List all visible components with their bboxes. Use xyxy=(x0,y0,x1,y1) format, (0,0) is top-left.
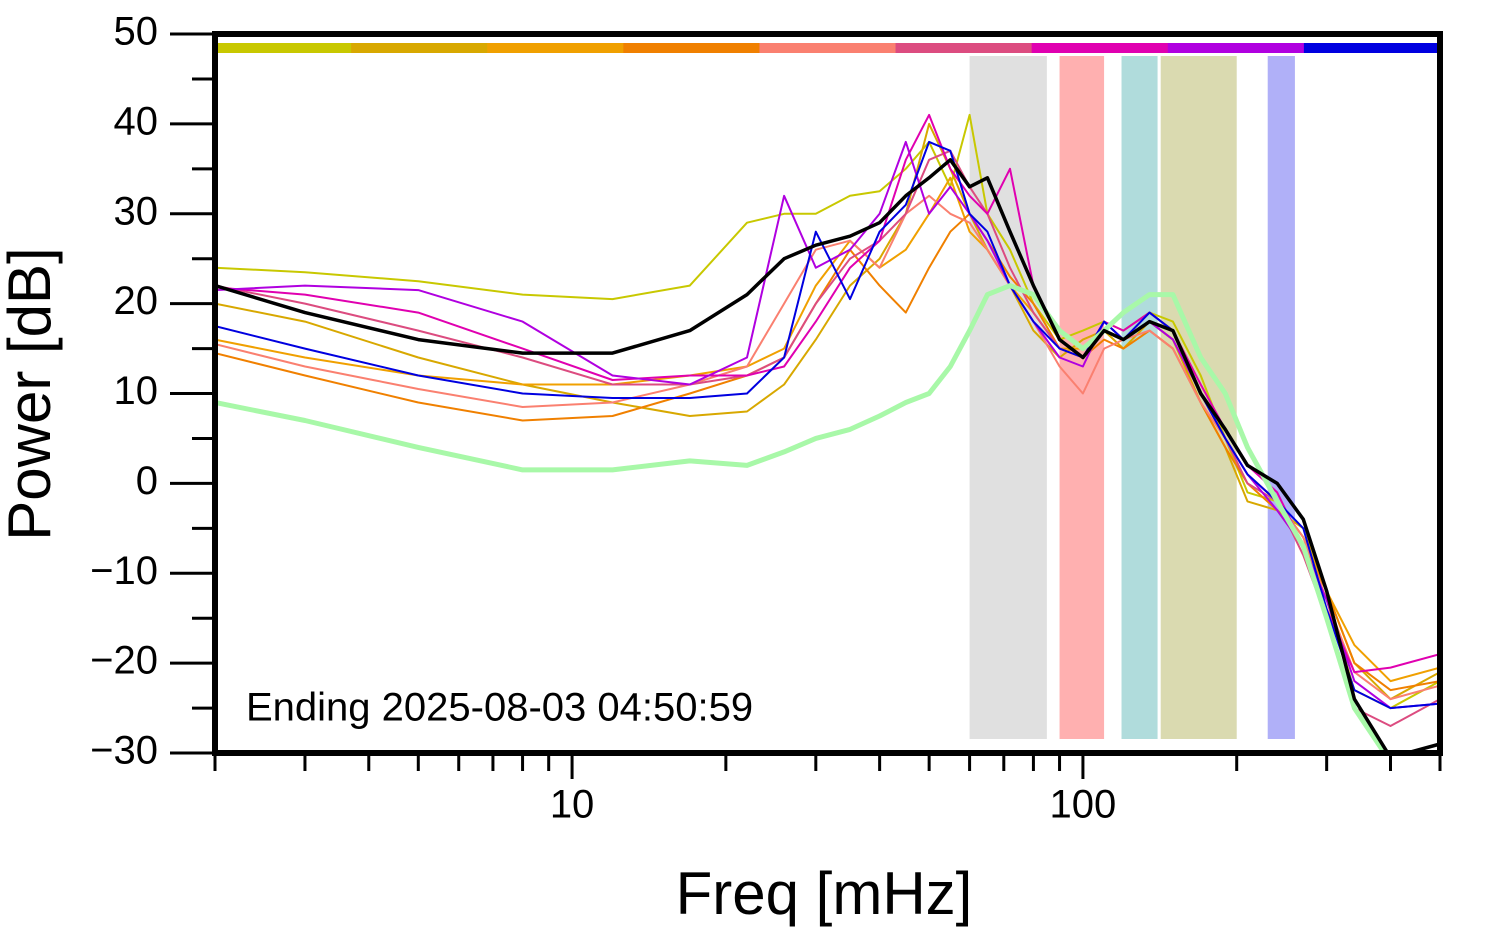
spectrum-line xyxy=(215,122,1440,701)
spectrum-line xyxy=(215,140,1440,710)
color-strip-segment xyxy=(351,43,488,53)
spectrum-line xyxy=(215,140,1440,710)
y-tick-label: 40 xyxy=(114,99,159,143)
color-strip-segment xyxy=(1303,43,1441,53)
color-strip-segment xyxy=(487,43,624,53)
color-strip-segment xyxy=(1167,43,1305,53)
x-tick-label: 10 xyxy=(550,783,595,827)
spectrum-line xyxy=(215,149,1440,727)
frequency-band xyxy=(969,56,1047,739)
frequency-band xyxy=(1059,56,1105,739)
spectrum-line xyxy=(215,113,1440,710)
y-tick-label: 50 xyxy=(114,10,159,54)
annotation: Ending 2025-08-03 04:50:59 xyxy=(246,686,753,730)
color-strip-segment xyxy=(623,43,760,53)
color-strip-segment xyxy=(215,43,352,53)
color-strip-segment xyxy=(895,43,1033,53)
x-axis-label: Freq [mHz] xyxy=(676,860,973,927)
y-tick-label: 0 xyxy=(136,459,158,503)
color-strip-segment xyxy=(759,43,897,53)
spectrum-line xyxy=(215,113,1440,674)
y-tick-label: 10 xyxy=(114,369,159,413)
y-axis-label: Power [dB] xyxy=(0,247,63,540)
plot-frame xyxy=(212,31,1443,756)
spectrum-line xyxy=(215,283,1440,753)
y-tick-label: −20 xyxy=(90,639,158,683)
frequency-band xyxy=(1121,56,1158,739)
y-tick-label: 30 xyxy=(114,189,159,233)
y-tick-label: 20 xyxy=(114,279,159,323)
spectrum-line xyxy=(215,212,1440,692)
spectrum-line xyxy=(215,158,1440,753)
frequency-band xyxy=(1267,56,1295,739)
y-tick-label: −30 xyxy=(90,729,158,773)
y-tick-label: −10 xyxy=(90,549,158,593)
color-strip-segment xyxy=(1031,43,1169,53)
x-tick-label: 100 xyxy=(1050,783,1117,827)
plot-lines xyxy=(215,113,1440,753)
